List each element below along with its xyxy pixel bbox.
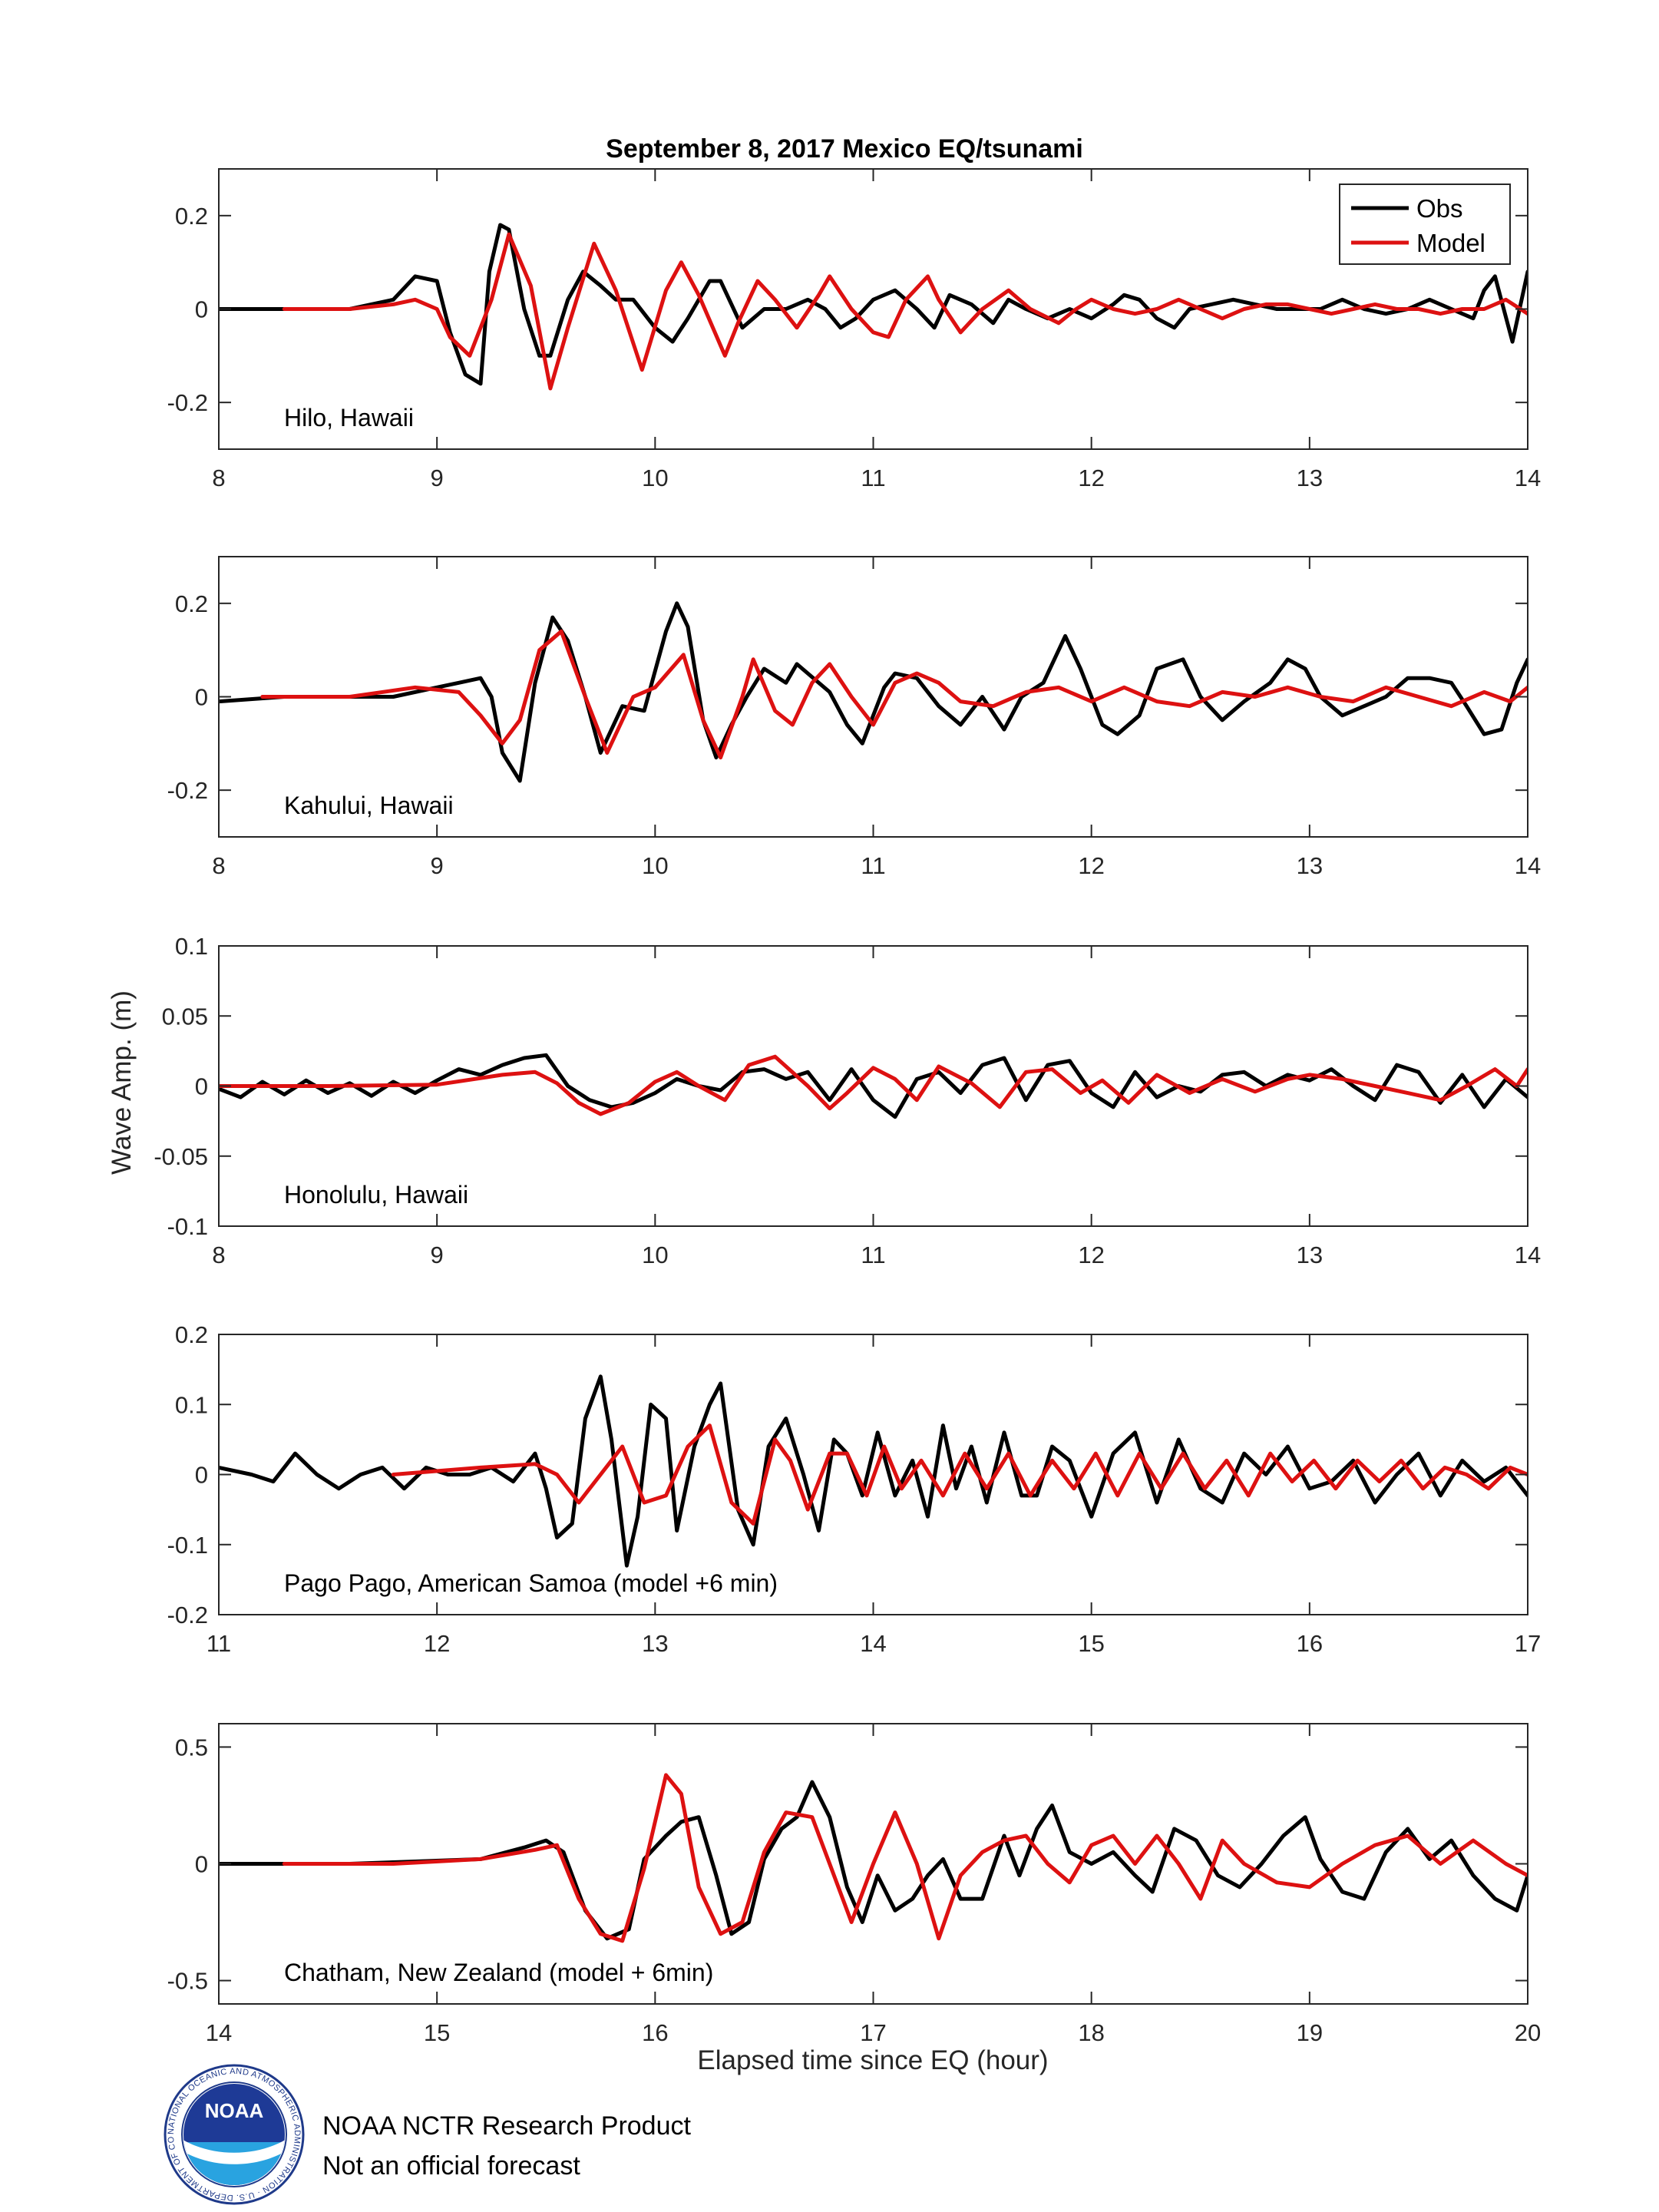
y-tick-label: -0.5 bbox=[167, 1968, 208, 1995]
legend: Obs Model bbox=[1340, 184, 1510, 264]
y-tick-label: -0.2 bbox=[167, 1602, 208, 1628]
y-tick-label: 0.05 bbox=[162, 1003, 208, 1030]
legend-model-label: Model bbox=[1416, 229, 1485, 257]
station-label: Pago Pago, American Samoa (model +6 min) bbox=[284, 1569, 778, 1597]
panel-4: 11 12 13 14 15 16 17 -0.2 -0.1 0 0.1 0.2 Pago Pago, … bbox=[167, 1321, 1542, 1657]
x-tick-label: 19 bbox=[1297, 2019, 1323, 2046]
x-tick-label: 8 bbox=[212, 1242, 225, 1268]
x-tick-label: 20 bbox=[1515, 2019, 1541, 2046]
x-tick-label: 16 bbox=[1297, 1630, 1323, 1657]
y-tick-label: -0.05 bbox=[154, 1143, 208, 1170]
x-tick-label: 11 bbox=[861, 1242, 885, 1268]
x-axis-label: Elapsed time since EQ (hour) bbox=[697, 2045, 1048, 2075]
x-tick-label: 16 bbox=[642, 2019, 668, 2046]
noaa-logo: NATIONAL OCEANIC AND ATMOSPHERIC ADMINIS… bbox=[165, 2065, 303, 2204]
x-tick-label: 14 bbox=[1515, 852, 1541, 879]
x-tick-label: 14 bbox=[1515, 1242, 1541, 1268]
x-tick-label: 13 bbox=[1297, 465, 1323, 491]
y-tick-label: 0 bbox=[195, 1462, 208, 1489]
y-tick-label: 0.1 bbox=[175, 933, 208, 960]
x-tick-label: 12 bbox=[1078, 1242, 1104, 1268]
x-tick-label: 11 bbox=[861, 852, 885, 879]
y-tick-label: 0 bbox=[195, 684, 208, 711]
x-tick-label: 12 bbox=[1078, 852, 1104, 879]
y-tick-label: 0.2 bbox=[175, 590, 208, 617]
x-tick-label: 14 bbox=[860, 1630, 886, 1657]
x-tick-label: 8 bbox=[212, 852, 225, 879]
x-tick-label: 12 bbox=[1078, 465, 1104, 491]
x-tick-label: 13 bbox=[1297, 1242, 1323, 1268]
footer-line1: NOAA NCTR Research Product bbox=[322, 2111, 691, 2141]
legend-obs-label: Obs bbox=[1416, 194, 1463, 223]
y-tick-label: 0.1 bbox=[175, 1391, 208, 1418]
y-tick-label: 0 bbox=[195, 1851, 208, 1878]
x-tick-label: 8 bbox=[212, 465, 225, 491]
x-tick-label: 13 bbox=[1297, 852, 1323, 879]
panels: 8 9 10 11 12 13 14 -0.2 0 0.2 Hilo, Hawaii 8 9 10 11 12… bbox=[154, 169, 1541, 2046]
station-label: Hilo, Hawaii bbox=[284, 404, 414, 431]
x-tick-label: 15 bbox=[424, 2019, 450, 2046]
x-tick-label: 14 bbox=[1515, 465, 1541, 491]
footer-line2: Not an official forecast bbox=[322, 2151, 580, 2181]
panel-5: 14 15 16 17 18 19 20 -0.5 0 0.5 Chatham, New Zeala… bbox=[167, 1724, 1542, 2046]
y-tick-label: 0 bbox=[195, 1073, 208, 1100]
y-tick-label: -0.1 bbox=[167, 1532, 208, 1559]
station-label: Chatham, New Zealand (model + 6min) bbox=[284, 1959, 713, 1986]
x-tick-label: 15 bbox=[1078, 1630, 1104, 1657]
x-tick-label: 18 bbox=[1078, 2019, 1104, 2046]
x-tick-label: 9 bbox=[431, 465, 444, 491]
panel-1: 8 9 10 11 12 13 14 -0.2 0 0.2 Hilo, Hawaii bbox=[167, 169, 1542, 491]
y-tick-label: 0.5 bbox=[175, 1734, 208, 1761]
x-tick-label: 10 bbox=[642, 852, 668, 879]
x-tick-label: 10 bbox=[642, 1242, 668, 1268]
x-tick-label: 9 bbox=[431, 852, 444, 879]
plot-background bbox=[219, 169, 1528, 449]
y-tick-label: 0 bbox=[195, 296, 208, 323]
x-tick-label: 11 bbox=[861, 465, 885, 491]
y-tick-label: -0.2 bbox=[167, 389, 208, 416]
x-tick-label: 13 bbox=[642, 1630, 668, 1657]
x-tick-label: 11 bbox=[207, 1630, 231, 1657]
panel-2: 8 9 10 11 12 13 14 -0.2 0 0.2 Kahului, Hawaii bbox=[167, 557, 1542, 879]
x-tick-label: 14 bbox=[206, 2019, 232, 2046]
x-tick-label: 12 bbox=[424, 1630, 450, 1657]
noaa-logo-text: NOAA bbox=[205, 2099, 264, 2122]
figure-title: September 8, 2017 Mexico EQ/tsunami bbox=[606, 134, 1083, 164]
y-tick-label: -0.1 bbox=[167, 1213, 208, 1240]
x-tick-label: 17 bbox=[1515, 1630, 1541, 1657]
station-label: Kahului, Hawaii bbox=[284, 792, 454, 819]
x-tick-label: 10 bbox=[642, 465, 668, 491]
y-tick-label: 0.2 bbox=[175, 203, 208, 230]
y-tick-label: 0.2 bbox=[175, 1321, 208, 1348]
y-tick-label: -0.2 bbox=[167, 777, 208, 804]
figure: September 8, 2017 Mexico EQ/tsunami Wave… bbox=[0, 0, 1659, 2212]
x-tick-label: 9 bbox=[431, 1242, 444, 1268]
station-label: Honolulu, Hawaii bbox=[284, 1181, 468, 1208]
panel-3: 8 9 10 11 12 13 14 -0.1 -0.05 0 0.05 0.1 Honolulu, H… bbox=[154, 933, 1541, 1268]
y-axis-label: Wave Amp. (m) bbox=[107, 990, 137, 1175]
x-tick-label: 17 bbox=[860, 2019, 886, 2046]
